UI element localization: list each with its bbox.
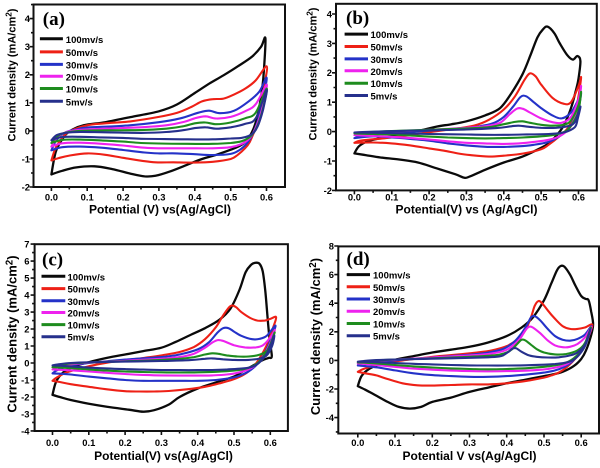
svg-text:Current density (mA/cm2): Current density (mA/cm2) [308,258,323,415]
svg-text:0: 0 [329,355,334,366]
svg-text:8: 8 [329,240,334,251]
svg-text:-4: -4 [21,425,30,436]
svg-text:0.3: 0.3 [152,192,165,203]
svg-text:100mv/s: 100mv/s [373,271,411,282]
svg-text:10mv/s: 10mv/s [68,321,100,332]
svg-text:-1: -1 [324,155,332,166]
svg-text:0.5: 0.5 [537,437,550,448]
svg-text:Current density (mA/cm2): Current density (mA/cm2) [306,7,320,140]
svg-text:100mv/s: 100mv/s [371,30,409,41]
svg-text:30mv/s: 30mv/s [68,297,100,308]
svg-text:0.1: 0.1 [388,437,401,448]
svg-text:1: 1 [24,340,29,351]
svg-text:3: 3 [327,38,332,49]
svg-text:Current density (mA/cm2): Current density (mA/cm2) [5,8,19,141]
svg-text:10mv/s: 10mv/s [66,85,98,96]
svg-text:0.3: 0.3 [463,437,476,448]
svg-text:2: 2 [24,323,29,334]
svg-text:0.6: 0.6 [575,437,588,448]
svg-text:-1: -1 [22,153,30,164]
svg-text:-2: -2 [22,181,30,192]
svg-text:0.5: 0.5 [224,192,237,203]
svg-text:2: 2 [329,326,334,337]
svg-text:0.4: 0.4 [500,437,514,448]
svg-text:0.2: 0.2 [119,437,132,448]
svg-text:4: 4 [327,8,333,19]
svg-text:0.1: 0.1 [81,192,94,203]
svg-text:Potential (V) vs(Ag/AgCl): Potential (V) vs(Ag/AgCl) [89,202,231,216]
svg-text:5: 5 [24,273,29,284]
svg-text:4: 4 [24,290,30,301]
svg-text:0.2: 0.2 [426,437,439,448]
svg-text:0.3: 0.3 [460,192,473,203]
svg-text:10mv/s: 10mv/s [371,79,403,90]
svg-text:20mv/s: 20mv/s [68,309,100,320]
svg-text:0.6: 0.6 [264,437,277,448]
svg-text:100mv/s: 100mv/s [68,272,106,283]
svg-text:50mv/s: 50mv/s [66,48,98,59]
svg-text:0: 0 [25,125,30,136]
svg-text:50mv/s: 50mv/s [371,43,403,54]
svg-text:100mv/s: 100mv/s [66,35,104,46]
svg-text:0: 0 [327,126,332,137]
svg-text:0.4: 0.4 [497,192,511,203]
svg-text:-2: -2 [21,391,29,402]
svg-text:Potential(V) vs(Ag/AgCl): Potential(V) vs(Ag/AgCl) [94,449,233,463]
svg-text:5mv/s: 5mv/s [373,332,400,343]
svg-text:(a): (a) [43,9,65,30]
svg-text:20mv/s: 20mv/s [373,307,405,318]
svg-text:0.2: 0.2 [423,192,436,203]
svg-text:-3: -3 [21,408,29,419]
svg-text:2: 2 [25,69,30,80]
svg-text:0.5: 0.5 [535,192,548,203]
svg-text:(c): (c) [42,250,63,271]
svg-text:5mv/s: 5mv/s [66,97,93,108]
svg-text:Potential V vs(Ag/AgCl): Potential V vs(Ag/AgCl) [402,449,536,463]
svg-text:50mv/s: 50mv/s [373,283,405,294]
svg-text:20mv/s: 20mv/s [66,72,98,83]
svg-text:0.4: 0.4 [191,437,205,448]
svg-text:0.0: 0.0 [351,437,364,448]
svg-text:6: 6 [24,256,29,267]
svg-text:(d): (d) [347,249,370,270]
svg-text:Potential(V) vs (Ag/AgCl): Potential(V) vs (Ag/AgCl) [395,202,537,216]
svg-text:1: 1 [327,97,332,108]
svg-text:0.2: 0.2 [117,192,130,203]
svg-text:3: 3 [24,307,29,318]
svg-text:3: 3 [25,41,30,52]
svg-text:0: 0 [24,357,29,368]
svg-text:(b): (b) [346,8,369,29]
svg-text:20mv/s: 20mv/s [371,67,403,78]
svg-text:0.4: 0.4 [188,192,202,203]
svg-text:0.1: 0.1 [385,192,398,203]
svg-text:0.6: 0.6 [572,192,585,203]
svg-text:7: 7 [24,239,29,250]
svg-text:-4: -4 [326,412,335,423]
svg-text:4: 4 [25,13,31,24]
svg-text:1: 1 [25,97,30,108]
svg-text:0.0: 0.0 [45,192,58,203]
svg-text:6: 6 [329,269,334,280]
svg-text:0.5: 0.5 [227,437,240,448]
svg-text:-2: -2 [324,185,332,196]
svg-text:-1: -1 [21,374,29,385]
svg-text:0.1: 0.1 [82,437,95,448]
svg-text:0.0: 0.0 [46,437,59,448]
svg-text:0.6: 0.6 [260,192,273,203]
svg-text:5mv/s: 5mv/s [371,92,398,103]
svg-text:0.3: 0.3 [155,437,168,448]
svg-text:0.0: 0.0 [348,192,361,203]
svg-text:30mv/s: 30mv/s [371,55,403,66]
svg-text:30mv/s: 30mv/s [373,295,405,306]
svg-text:4: 4 [329,298,335,309]
svg-text:50mv/s: 50mv/s [68,285,100,296]
svg-text:10mv/s: 10mv/s [373,320,405,331]
svg-text:30mv/s: 30mv/s [66,60,98,71]
svg-text:Current density (mA/cm2): Current density (mA/cm2) [5,255,20,412]
svg-text:-2: -2 [326,383,334,394]
svg-text:2: 2 [327,67,332,78]
svg-text:5mv/s: 5mv/s [68,333,95,344]
